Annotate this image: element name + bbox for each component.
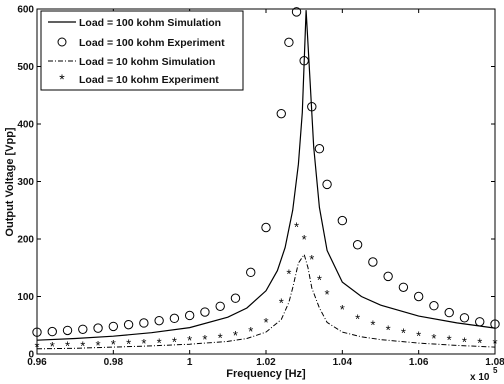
data-point: * <box>302 232 307 247</box>
data-point <box>62 325 73 336</box>
x-tick-label: 1.02 <box>256 357 276 368</box>
y-tick-label: 300 <box>17 177 34 188</box>
x-axis-label: Frequency [Hz] <box>226 368 306 380</box>
legend-label-exp-100k: Load = 100 kohm Experiment <box>79 37 225 49</box>
data-point: * <box>416 329 421 344</box>
y-tick-label: 400 <box>17 120 34 131</box>
data-point <box>429 301 439 311</box>
data-point <box>139 318 149 328</box>
data-point: * <box>202 332 207 347</box>
y-tick-label: 500 <box>17 62 34 73</box>
data-point: * <box>477 336 482 351</box>
data-point <box>368 257 378 267</box>
data-point: * <box>96 338 101 353</box>
data-point: * <box>172 334 177 349</box>
data-point <box>169 313 180 324</box>
data-point <box>230 293 241 303</box>
data-point: * <box>80 338 85 353</box>
data-point: * <box>65 338 70 353</box>
legend-swatch-exp-100k <box>57 37 67 47</box>
data-point <box>291 7 302 17</box>
data-point: * <box>187 333 192 348</box>
data-point <box>307 102 317 112</box>
data-point: * <box>309 252 314 267</box>
y-tick-label: 100 <box>17 292 34 303</box>
x-tick-label: 0.96 <box>27 357 47 368</box>
series-2 <box>36 253 496 350</box>
data-point <box>78 324 88 334</box>
data-point <box>459 313 470 323</box>
data-point <box>108 321 119 332</box>
data-point <box>322 179 332 190</box>
data-point: * <box>248 324 253 339</box>
data-point <box>215 301 225 311</box>
data-point <box>184 310 195 321</box>
series-line <box>36 253 496 350</box>
data-point: * <box>370 318 375 333</box>
legend-label-sim-100k: Load = 100 kohm Simulation <box>79 17 221 29</box>
legend: Load = 100 kohm Simulation Load = 100 ko… <box>40 10 244 91</box>
data-point: * <box>401 326 406 341</box>
ticks-layer: 0.96 0.98 1 1.02 1.04 1.06 1.08 0 100 200 300 400 50… <box>17 5 504 369</box>
data-point: * <box>431 331 436 346</box>
data-point <box>261 222 271 233</box>
data-point: * <box>233 328 238 343</box>
data-point: * <box>263 315 268 330</box>
data-point: * <box>355 311 360 326</box>
data-point: * <box>325 287 330 302</box>
series-3: * * * * * * * * * * * * * * *********** * * * * * * * * * <box>34 219 497 354</box>
data-point <box>337 215 348 226</box>
data-point <box>200 307 210 317</box>
data-point: * <box>340 302 345 317</box>
data-point <box>398 282 409 292</box>
data-point: * <box>50 339 55 354</box>
data-point <box>314 144 325 154</box>
x-tick-label: 1.08 <box>485 357 504 368</box>
series-layer: * * * * * * * * * * * * * * *********** * * * * * * * * * <box>32 7 500 355</box>
y-tick-label: 200 <box>17 235 34 246</box>
data-point <box>276 108 286 119</box>
data-point <box>47 326 57 337</box>
data-point <box>352 240 363 250</box>
data-point: * <box>126 337 131 352</box>
data-point <box>246 267 256 278</box>
data-point: * <box>462 334 467 349</box>
data-point: * <box>141 336 146 351</box>
data-point: * <box>218 330 223 345</box>
x-tick-label: 0.98 <box>104 357 124 368</box>
y-tick-label: 0 <box>28 350 34 361</box>
data-point <box>475 317 485 327</box>
data-point <box>383 271 393 282</box>
y-tick-label: 600 <box>17 5 34 16</box>
legend-label-exp-10k: Load = 10 kohm Experiment <box>79 74 219 86</box>
data-point: * <box>279 295 284 310</box>
series-0 <box>36 10 496 341</box>
data-point <box>299 56 309 66</box>
x-tick-label: 1.04 <box>333 357 353 368</box>
x-multiplier-exponent: 5 <box>493 366 498 375</box>
data-point: * <box>157 336 162 351</box>
data-point <box>413 291 424 302</box>
data-point <box>154 315 164 326</box>
data-point <box>284 37 294 48</box>
legend-label-sim-10k: Load = 10 kohm Simulation <box>79 56 215 68</box>
data-point: * <box>286 267 291 282</box>
data-point: * <box>447 333 452 348</box>
y-axis-label: Output Voltage [Vpp] <box>4 127 16 237</box>
series-line <box>36 10 496 341</box>
legend-swatch-exp-10k: * <box>59 71 65 87</box>
data-point <box>123 319 134 330</box>
data-point <box>93 323 103 333</box>
legend-box <box>40 10 244 91</box>
x-tick-label: 1 <box>187 357 193 368</box>
data-point: * <box>294 219 299 234</box>
data-point: * <box>386 322 391 337</box>
x-multiplier-label: x 10 <box>470 372 490 383</box>
x-tick-label: 1.06 <box>409 357 429 368</box>
data-point <box>444 307 454 318</box>
data-point: * <box>317 272 322 287</box>
data-point: * <box>111 337 116 352</box>
